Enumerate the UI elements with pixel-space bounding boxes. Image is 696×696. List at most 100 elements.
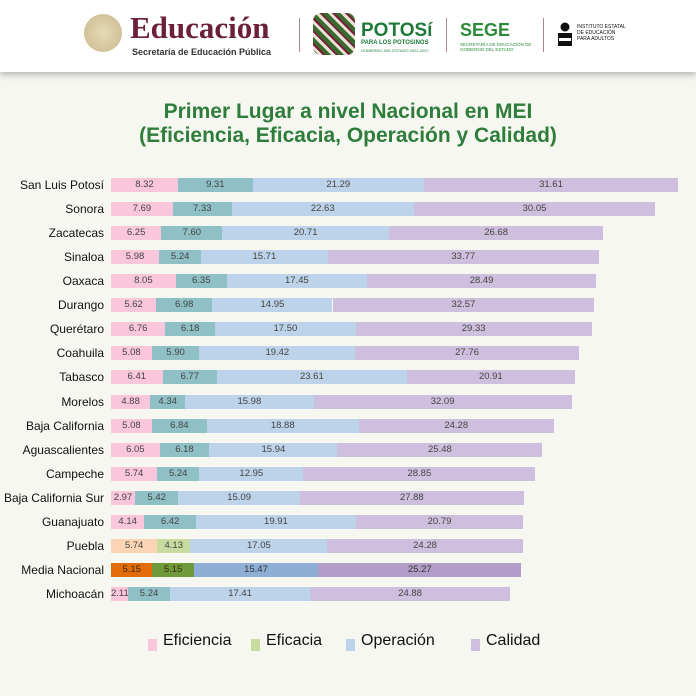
bar-segment-eficacia: 7.33: [172, 202, 232, 217]
bar-segment-eficacia: 5.42: [134, 490, 179, 505]
bar-segment-calidad: 24.28: [327, 538, 523, 553]
header-banner: Educación Secretaría de Educación Públic…: [0, 0, 696, 72]
sege-logo-subtitle: SECRETARÍA DE EDUCACIÓN DE GOBIERNO DEL …: [460, 42, 532, 52]
category-label: Tabasco: [59, 370, 104, 385]
bar-segment-operación: 15.71: [201, 250, 328, 265]
potosi-logo-title: POTOSí: [361, 20, 433, 41]
chart-subtitle: (Eficiencia, Eficacia, Operación y Calid…: [139, 124, 557, 147]
divider: [446, 18, 447, 52]
bar-segment-calidad: 30.05: [413, 202, 656, 217]
category-label: Coahuila: [56, 346, 104, 361]
bar-segment-eficiencia: 4.88: [111, 394, 151, 409]
sep-logo-title: Educación: [130, 10, 270, 45]
bar-segment-eficiencia: 6.05: [111, 442, 160, 457]
bar-segment-eficiencia: 5.08: [111, 418, 152, 433]
legend-item: Operación: [346, 630, 435, 652]
bar-segment-eficacia: 9.31: [177, 178, 253, 192]
bar-segment-eficacia: 6.42: [144, 514, 196, 529]
bar-segment-calidad: 27.76: [355, 346, 579, 361]
bar-segment-calidad: 20.79: [355, 514, 524, 529]
legend-label: Operación: [361, 632, 435, 649]
chart-title: Primer Lugar a nivel Nacional en MEI: [163, 100, 533, 123]
bar-segment-operación: 23.61: [216, 370, 407, 385]
bar-segment-eficacia: 6.35: [175, 274, 227, 289]
bar-segment-operación: 12.95: [199, 466, 304, 481]
category-label: Baja California Sur: [3, 490, 104, 505]
bar-segment-operación: 21.29: [252, 178, 424, 192]
bar-segment-calidad: 27.88: [299, 490, 524, 505]
category-label: Morelos: [61, 394, 104, 409]
bar-segment-calidad: 32.09: [313, 394, 572, 409]
bar-segment-calidad: 24.88: [310, 587, 511, 602]
legend-label: Eficacia: [266, 632, 323, 649]
category-label: San Luis Potosí: [19, 178, 104, 192]
bar-segment-eficacia: 6.18: [159, 442, 210, 457]
bar-segment-eficacia: 6.98: [156, 298, 213, 313]
bar-segment-operación: 17.05: [190, 538, 328, 553]
category-label: Sinaloa: [63, 250, 104, 265]
bar-segment-calidad: 28.49: [367, 274, 597, 289]
legend-swatch: [148, 639, 157, 651]
bar-segment-operación: 22.63: [231, 202, 414, 217]
bar-segment-eficacia: 4.34: [150, 394, 186, 409]
legend-label: Eficiencia: [163, 632, 232, 649]
potosi-emblem-logo: [313, 13, 355, 55]
sep-logo-subtitle: Secretaría de Educación Pública: [132, 47, 272, 57]
bar-segment-operación: 17.50: [215, 322, 356, 337]
category-label: Durango: [57, 298, 104, 313]
bar-segment-operación: 14.95: [212, 298, 333, 313]
bar-segment-operación: 15.47: [193, 562, 319, 577]
bar-segment-operación: 17.45: [226, 274, 368, 289]
bar-segment-operación: 20.71: [222, 226, 389, 241]
sege-logo-title: SEGE: [460, 20, 511, 40]
bar-segment-eficacia: 5.24: [157, 466, 200, 481]
category-label: Campeche: [45, 466, 104, 481]
bar-segment-operación: 15.98: [185, 394, 314, 409]
bar-segment-eficacia: 4.13: [157, 538, 191, 553]
bar-segment-eficiencia: 6.25: [111, 226, 162, 241]
bar-segment-operación: 15.09: [178, 490, 300, 505]
bar-segment-eficacia: 6.77: [162, 370, 217, 385]
bar-segment-eficiencia: 2.97: [111, 490, 135, 505]
bar-segment-calidad: 25.48: [337, 442, 543, 457]
divider: [299, 18, 300, 52]
bar-segment-calidad: 24.28: [358, 418, 554, 433]
category-label: Oaxaca: [62, 274, 104, 289]
bar-segment-operación: 19.91: [195, 514, 356, 529]
legend-swatch: [471, 639, 480, 651]
bar-segment-operación: 15.94: [209, 442, 338, 457]
bar-segment-operación: 17.41: [170, 587, 311, 602]
category-label: Puebla: [66, 538, 104, 553]
bar-segment-eficacia: 5.15: [152, 562, 194, 577]
bar-segment-calidad: 29.33: [355, 322, 592, 337]
bar-segment-eficacia: 5.24: [159, 250, 202, 265]
bar-segment-eficiencia: 8.32: [111, 178, 178, 192]
bar-segment-operación: 18.88: [206, 418, 359, 433]
bar-segment-calidad: 20.91: [406, 370, 575, 385]
bar-segment-eficacia: 5.90: [151, 346, 200, 361]
bar-segment-calidad: 26.68: [388, 226, 604, 241]
category-label: Guanajuato: [41, 514, 104, 529]
bar-segment-eficiencia: 5.74: [111, 538, 158, 553]
category-label: Sonora: [65, 202, 104, 217]
legend-label: Calidad: [486, 632, 541, 649]
bar-segment-eficiencia: 8.05: [111, 274, 176, 289]
bar-segment-eficiencia: 5.15: [111, 562, 153, 577]
reader-icon: [558, 22, 572, 46]
potosi-logo-subtitle2: GOBIERNO DEL ESTADO 2021-2027: [361, 48, 429, 53]
bar-segment-calidad: 32.57: [332, 298, 595, 313]
legend-item: Eficacia: [251, 630, 322, 652]
bar-segment-eficiencia: 2.11: [111, 587, 128, 602]
bar-segment-calidad: 25.27: [318, 562, 522, 577]
bar-segment-eficacia: 6.84: [151, 418, 207, 433]
bar-segment-calidad: 33.77: [327, 250, 600, 265]
potosi-logo-subtitle: PARA LOS POTOSINOS: [361, 40, 429, 46]
bar-segment-eficacia: 5.24: [127, 587, 171, 602]
mexico-seal-logo: [84, 14, 122, 52]
bar-segment-eficacia: 6.18: [165, 322, 216, 337]
bar-segment-eficiencia: 4.14: [111, 514, 145, 529]
bar-segment-eficiencia: 5.98: [111, 250, 160, 265]
category-label: Aguascalientes: [22, 442, 104, 457]
bar-segment-eficiencia: 5.08: [111, 346, 152, 361]
legend-item: Calidad: [471, 630, 540, 652]
